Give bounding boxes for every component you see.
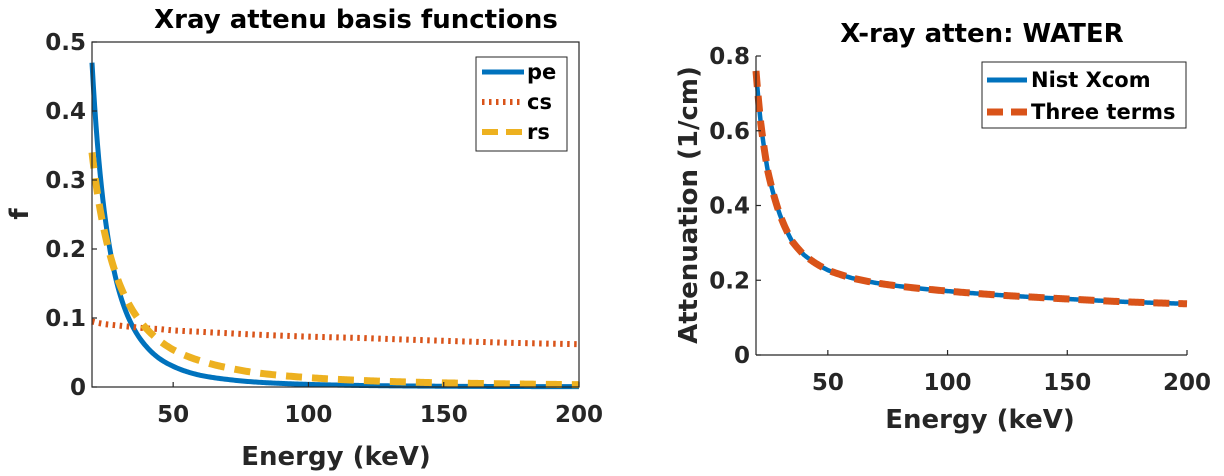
series-line-cs	[90, 318, 581, 348]
axes-box	[91, 41, 580, 388]
chart-water-attenuation: X-ray atten: WATER 50 100 150 200	[674, 19, 1211, 435]
x-tick-label: 200	[1163, 370, 1211, 396]
y-tick-label: 0.1	[45, 306, 86, 332]
x-tick-label: 150	[420, 402, 468, 428]
legend: pe cs rs	[475, 56, 568, 152]
y-tick-labels: 0 0.1 0.2 0.3 0.4 0.5	[45, 30, 86, 401]
x-tick-labels: 50 100 150 200	[157, 402, 603, 428]
y-tick-label: 0.8	[709, 44, 750, 70]
x-tick-label: 150	[1043, 370, 1091, 396]
y-tick-label: 0	[734, 343, 750, 369]
legend-label-pe: pe	[527, 60, 556, 84]
y-tick-label: 0	[70, 375, 86, 401]
tick-group	[756, 55, 1188, 356]
chart-title: Xray attenu basis functions	[154, 5, 558, 35]
legend-label-cs: cs	[527, 90, 552, 114]
plot-area: 50 100 150 200 0 0.1 0.2 0.3 0.4 0.5	[45, 30, 603, 428]
x-axis-label: Energy (keV)	[885, 405, 1074, 435]
chart-basis-functions: Xray attenu basis functions 50 100 150	[5, 5, 603, 472]
y-axis-label: Attenuation (1/cm)	[674, 66, 704, 344]
y-tick-label: 0.5	[45, 30, 86, 56]
series-line-rs	[88, 151, 582, 389]
x-tick-label: 50	[157, 402, 189, 428]
y-tick-label: 0.6	[709, 119, 750, 145]
y-tick-label: 0.3	[45, 168, 86, 194]
legend-box	[981, 61, 1187, 129]
x-tick-label: 100	[924, 370, 972, 396]
tick-group	[92, 41, 580, 388]
legend: Nist Xcom Three terms	[981, 61, 1187, 129]
y-tick-labels: 0 0.2 0.4 0.6 0.8	[709, 44, 750, 369]
y-tick-label: 0.4	[709, 194, 750, 220]
series-line-three-terms	[752, 70, 1190, 308]
x-tick-label: 200	[555, 402, 603, 428]
y-axis-label: f	[5, 208, 35, 220]
x-tick-label: 100	[284, 402, 332, 428]
plot-area: 50 100 150 200 0 0.2 0.4 0.6 0.8	[709, 44, 1211, 396]
y-tick-label: 0.2	[709, 268, 750, 294]
x-axis-label: Energy (keV)	[241, 442, 430, 472]
legend-label-nist-xcom: Nist Xcom	[1031, 68, 1151, 92]
series-group	[752, 70, 1190, 308]
y-tick-label: 0.2	[45, 237, 86, 263]
x-tick-label: 50	[812, 370, 844, 396]
chart-title: X-ray atten: WATER	[840, 19, 1123, 49]
legend-label-rs: rs	[527, 120, 550, 144]
y-tick-label: 0.4	[45, 99, 86, 125]
legend-label-three-terms: Three terms	[1031, 100, 1175, 124]
x-tick-labels: 50 100 150 200	[812, 370, 1211, 396]
